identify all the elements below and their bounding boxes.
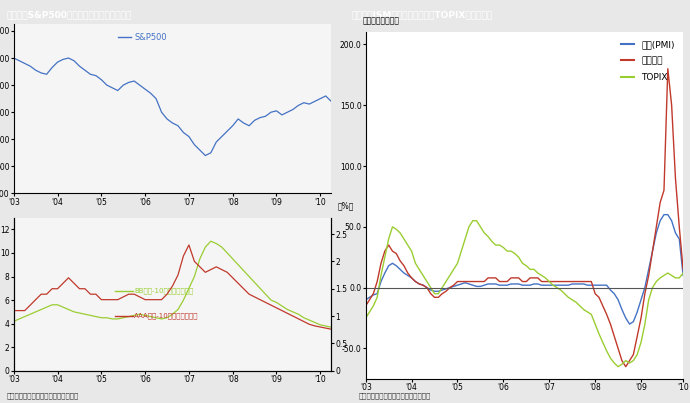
Text: 出所：ブルームバーグ、武者リサーチ: 出所：ブルームバーグ、武者リサーチ <box>359 393 431 399</box>
Text: 図表４：ISM製造業景気指数とTOPIX（前年比）: 図表４：ISM製造業景気指数とTOPIX（前年比） <box>352 10 493 19</box>
Text: 出所：ブルームバーグ、武者リサーチ: 出所：ブルームバーグ、武者リサーチ <box>7 393 79 399</box>
Text: BB社債-10年国債（左軸）: BB社債-10年国債（左軸） <box>135 288 194 295</box>
Text: 図表３：S&P500とリスクプレミアムの推移: 図表３：S&P500とリスクプレミアムの推移 <box>7 10 132 19</box>
Text: S&P500: S&P500 <box>134 33 167 42</box>
Text: AAA社債-10年国債（右軸）: AAA社債-10年国債（右軸） <box>135 312 199 319</box>
Text: （%）: （%） <box>337 201 354 210</box>
Legend: 景気(PMI), 新規受注, TOPIX: 景気(PMI), 新規受注, TOPIX <box>617 37 678 85</box>
Text: （前年比、％）、: （前年比、％）、 <box>362 16 400 25</box>
